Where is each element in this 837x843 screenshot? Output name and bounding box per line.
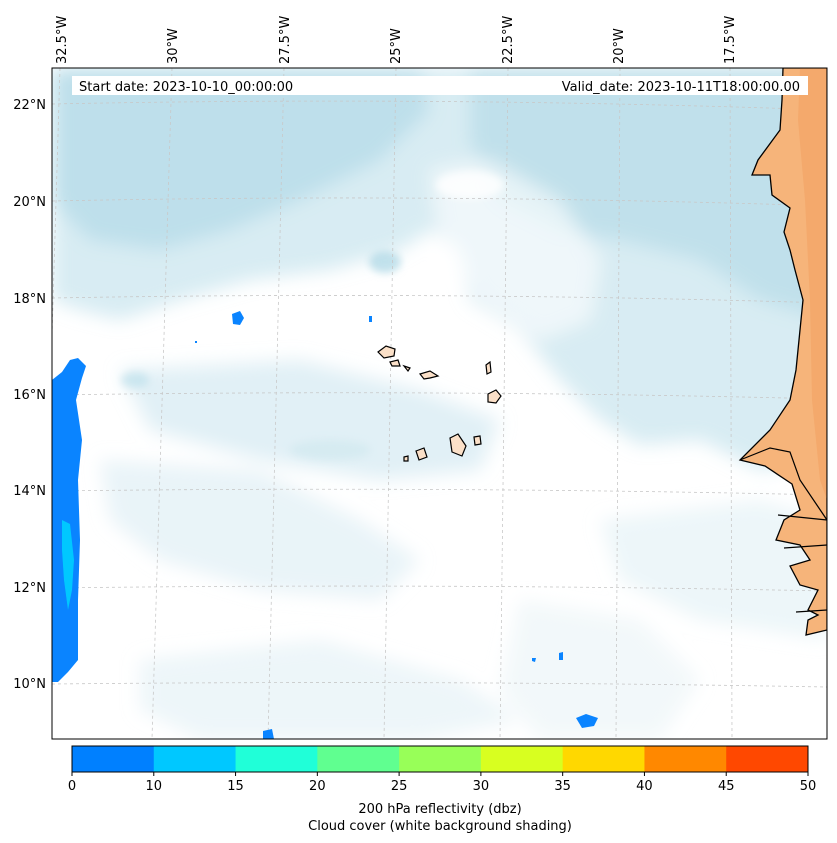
colorbar-segment [562, 746, 645, 772]
map-frame [51, 67, 828, 740]
lon-label-22-5w: 22.5°W [501, 16, 516, 64]
colorbar-sublabel: Cloud cover (white background shading) [308, 819, 572, 834]
latitude-labels: 22°N 20°N 18°N 16°N 14°N 12°N 10°N [13, 98, 46, 692]
colorbar-border [71, 745, 809, 773]
lat-label-18n: 18°N [13, 292, 46, 307]
lon-label-30w: 30°W [166, 28, 181, 64]
colorbar-segment [644, 746, 727, 772]
lon-label-32-5w: 32.5°W [55, 16, 70, 64]
colorbar-segment [399, 746, 482, 772]
colorbar-segment [480, 746, 564, 772]
africa-coast-lower [739, 447, 827, 613]
colorbar-tick-label: 20 [309, 779, 326, 794]
lat-label-12n: 12°N [13, 581, 46, 596]
colorbar-tick-label: 30 [473, 779, 490, 794]
reflectivity-areas [52, 311, 598, 739]
colorbar-segment [317, 746, 400, 772]
colorbar-segment [726, 746, 809, 772]
colorbar: 0 10 15 20 25 30 35 40 45 50 [68, 745, 817, 794]
colorbar-segment [153, 746, 237, 772]
lon-label-20w: 20°W [612, 28, 627, 64]
lat-label-20n: 20°N [13, 195, 46, 210]
colorbar-segment [72, 746, 155, 772]
colorbar-tick-label: 45 [718, 779, 735, 794]
longitude-labels: 32.5°W 30°W 27.5°W 25°W 22.5°W 20°W 17.5… [55, 16, 738, 64]
africa-land-inner [798, 68, 827, 500]
lat-label-10n: 10°N [13, 677, 46, 692]
colorbar-tick-label: 25 [391, 779, 408, 794]
cape-verde-islands [377, 345, 502, 462]
cloud-cover [52, 68, 827, 739]
lon-label-27-5w: 27.5°W [278, 16, 293, 64]
africa-land [738, 68, 827, 636]
colorbar-tick-label: 50 [800, 779, 817, 794]
colorbar-tick-label: 40 [636, 779, 653, 794]
start-date-label: Start date: 2023-10-10_00:00:00 [79, 80, 293, 95]
map-content [52, 68, 827, 739]
colorbar-tick-label: 15 [227, 779, 244, 794]
colorbar-label: 200 hPa reflectivity (dbz) [358, 802, 521, 817]
lon-label-25w: 25°W [389, 28, 404, 64]
gridlines [52, 68, 827, 739]
cloud-patches [121, 171, 504, 460]
colorbar-tick-label: 35 [554, 779, 571, 794]
colorbar-segment [235, 746, 318, 772]
info-banner [72, 76, 808, 95]
colorbar-tick-label: 0 [68, 779, 76, 794]
lat-label-14n: 14°N [13, 484, 46, 499]
lon-label-17-5w: 17.5°W [723, 16, 738, 64]
lat-label-16n: 16°N [13, 388, 46, 403]
lat-label-22n: 22°N [13, 98, 46, 113]
valid-date-label: Valid_date: 2023-10-11T18:00:00.00 [562, 80, 800, 95]
colorbar-tick-label: 10 [146, 779, 163, 794]
